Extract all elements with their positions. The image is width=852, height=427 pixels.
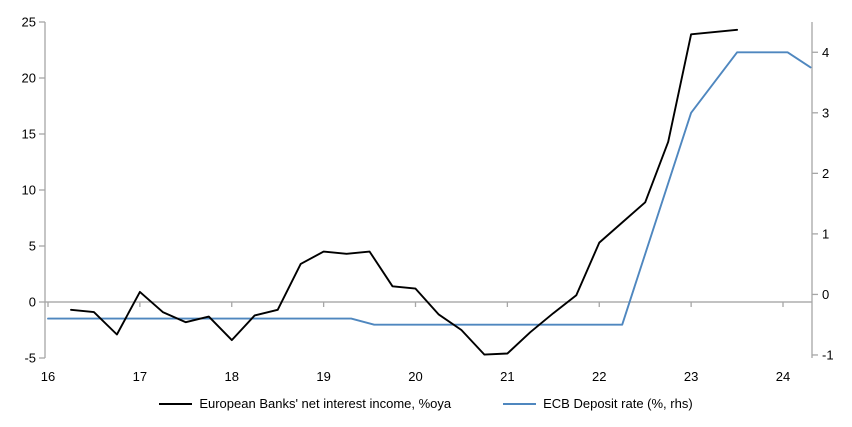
- legend-label-net-interest-income: European Banks' net interest income, %oy…: [199, 396, 452, 411]
- x-axis-tick-label: 16: [41, 369, 55, 384]
- x-axis-tick-label: 23: [684, 369, 698, 384]
- x-axis-tick-label: 17: [133, 369, 147, 384]
- legend-label-ecb-deposit-rate: ECB Deposit rate (%, rhs): [543, 396, 693, 411]
- right-axis-tick-label: -1: [822, 347, 834, 362]
- left-axis-tick-label: 15: [22, 127, 36, 142]
- left-axis-tick-label: 0: [29, 295, 36, 310]
- right-axis-tick-label: 3: [822, 105, 829, 120]
- left-axis-tick-label: -5: [24, 351, 36, 366]
- x-axis-tick-label: 19: [316, 369, 330, 384]
- net-interest-income-line: [70, 28, 739, 356]
- left-axis-tick-label: 5: [29, 239, 36, 254]
- left-axis-tick-label: 25: [22, 15, 36, 30]
- legend-item-net-interest-income: European Banks' net interest income, %oy…: [159, 396, 451, 411]
- legend-line-swatch-blue: [503, 402, 537, 405]
- x-axis-tick-label: 18: [225, 369, 239, 384]
- right-axis-tick-label: 1: [822, 226, 829, 241]
- x-axis-tick-label: 22: [592, 369, 606, 384]
- legend-item-ecb-deposit-rate: ECB Deposit rate (%, rhs): [503, 396, 693, 411]
- legend-line-swatch-black: [159, 402, 193, 405]
- ecb-deposit-rate-line: [47, 51, 812, 326]
- left-axis-tick-label: 20: [22, 71, 36, 86]
- left-axis-tick-label: 10: [22, 183, 36, 198]
- right-axis-tick-label: 2: [822, 166, 829, 181]
- x-axis-tick-label: 24: [776, 369, 790, 384]
- legend: European Banks' net interest income, %oy…: [0, 396, 852, 411]
- right-axis-tick-label: 0: [822, 287, 829, 302]
- right-axis-tick-label: 4: [822, 45, 829, 60]
- x-axis-tick-label: 20: [408, 369, 422, 384]
- x-axis-tick-label: 21: [500, 369, 514, 384]
